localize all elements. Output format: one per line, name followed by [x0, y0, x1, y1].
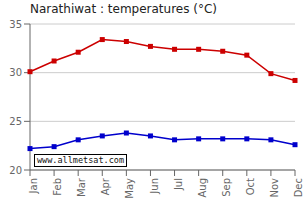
svg-text:25: 25	[9, 116, 22, 127]
svg-text:Feb: Feb	[52, 178, 63, 196]
svg-text:Jun: Jun	[149, 178, 160, 195]
svg-text:Oct: Oct	[245, 178, 256, 195]
svg-text:May: May	[124, 178, 135, 199]
html-text:www.allmetsat.com: www.allmetsat.com	[37, 155, 124, 165]
svg-text:Jul: Jul	[173, 178, 184, 191]
html-text:Narathiwat : temperatures (°C): Narathiwat : temperatures (°C)	[30, 2, 217, 16]
svg-text:Apr: Apr	[100, 177, 111, 195]
svg-text:Nov: Nov	[269, 178, 280, 198]
svg-text:35: 35	[9, 19, 22, 30]
svg-text:Dec: Dec	[293, 178, 297, 197]
svg-text:20: 20	[9, 165, 22, 176]
svg-text:Sep: Sep	[221, 178, 232, 197]
svg-text:30: 30	[9, 67, 22, 78]
svg-text:Aug: Aug	[197, 178, 208, 198]
svg-text:Jan: Jan	[28, 178, 39, 194]
svg-text:Mar: Mar	[76, 177, 87, 197]
